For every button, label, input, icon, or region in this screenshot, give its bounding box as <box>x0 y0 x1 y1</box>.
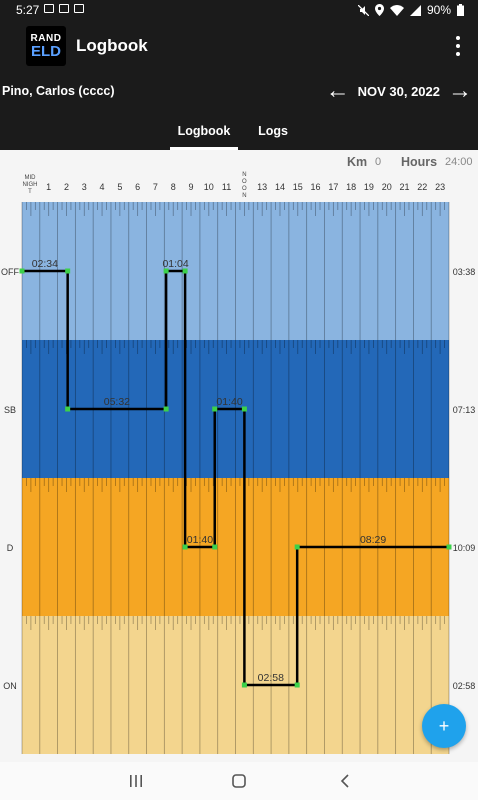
hour-label: 1 <box>46 182 51 192</box>
segment-end-point <box>65 268 71 274</box>
app-title: Logbook <box>76 36 148 55</box>
hour-label: 17 <box>328 182 338 192</box>
app-notification-icon <box>74 4 84 13</box>
segment-start-point <box>212 406 218 412</box>
sd-card-icon <box>59 4 69 13</box>
back-icon[interactable] <box>330 770 360 792</box>
status-bar: 5:27 90% <box>0 0 478 20</box>
app-logo: RAND ELD <box>26 26 66 66</box>
segment-end-point <box>294 682 300 688</box>
duty-segment-duration: 02:58 <box>258 672 284 684</box>
tab-logs[interactable]: Logs <box>258 124 288 138</box>
status-total: 10:09 <box>453 543 476 553</box>
app-bar: RAND ELD Logbook <box>0 20 478 76</box>
hour-label: 11 <box>222 182 231 192</box>
segment-start-point <box>182 544 188 550</box>
duty-segment-duration: 02:34 <box>32 258 58 270</box>
segment-start-point <box>241 682 247 688</box>
battery-percent: 90% <box>426 3 451 17</box>
duty-segment-duration: 08:29 <box>360 534 386 546</box>
battery-icon <box>457 4 464 16</box>
status-total: 02:58 <box>453 681 476 691</box>
logo-top-text: RAND <box>30 32 62 44</box>
driver-name: Pino, Carlos (cccc) <box>2 84 115 98</box>
wifi-icon <box>389 4 404 16</box>
logbook-header: Pino, Carlos (cccc) ← NOV 30, 2022 → Log… <box>0 76 478 150</box>
location-icon <box>374 4 384 16</box>
segment-start-point <box>163 268 169 274</box>
notification-icons <box>44 4 84 13</box>
system-navigation-bar <box>0 762 478 800</box>
status-label: D <box>7 543 14 553</box>
current-date: NOV 30, 2022 <box>357 83 440 99</box>
mute-icon <box>357 4 369 16</box>
status-right: 90% <box>357 3 464 17</box>
hour-label: 13 <box>257 182 267 192</box>
segment-end-point <box>163 406 169 412</box>
hour-label: 7 <box>153 182 158 192</box>
hour-label: 9 <box>189 182 194 192</box>
hour-label: 3 <box>82 182 87 192</box>
next-day-arrow-icon[interactable]: → <box>448 77 472 104</box>
add-event-button[interactable]: + <box>422 704 466 748</box>
status-band-off <box>22 202 449 340</box>
hours-value: 24:00 <box>445 156 473 168</box>
duty-segment-duration: 01:04 <box>162 258 188 270</box>
hour-label: 18 <box>346 182 356 192</box>
segment-start-point <box>19 268 25 274</box>
km-value: 0 <box>375 156 382 168</box>
hours-label: Hours <box>401 155 438 169</box>
hour-label: 2 <box>64 182 69 192</box>
recent-apps-icon[interactable] <box>121 770 151 792</box>
hour-label: 20 <box>382 182 392 192</box>
km-label: Km <box>347 155 368 169</box>
image-icon <box>44 4 54 13</box>
status-label: SB <box>4 405 16 415</box>
signal-icon <box>409 4 421 16</box>
segment-end-point <box>446 544 452 550</box>
hour-label: 21 <box>400 182 410 192</box>
hour-label: 14 <box>275 182 285 192</box>
duty-segment-duration: 01:40 <box>216 396 242 408</box>
tab-bar: Logbook Logs <box>0 122 478 150</box>
hour-label: 5 <box>117 182 122 192</box>
status-label: OFF <box>1 267 19 277</box>
segment-start-point <box>65 406 71 412</box>
duty-segment-duration: 01:40 <box>187 534 213 546</box>
segment-end-point <box>212 544 218 550</box>
hour-label: 23 <box>435 182 445 192</box>
status-total: 03:38 <box>453 267 476 277</box>
previous-day-arrow-icon[interactable]: ← <box>325 77 350 104</box>
hour-label: 22 <box>417 182 427 192</box>
hour-label: 16 <box>311 182 321 192</box>
segment-end-point <box>241 406 247 412</box>
overflow-menu-icon[interactable] <box>454 36 462 56</box>
hour-label: 8 <box>171 182 176 192</box>
hour-label: MID NIGH T <box>23 175 38 195</box>
duty-status-graph: MID NIGH T 1 2 3 4 5 6 7 8 9 10 11N O O N13 14 15 16 17 18 19 2… <box>1 172 476 754</box>
status-band-on <box>22 616 449 754</box>
tab-logbook[interactable]: Logbook <box>170 122 238 150</box>
home-icon[interactable] <box>224 770 254 792</box>
hour-label: 4 <box>100 182 105 192</box>
status-time: 5:27 <box>16 3 40 17</box>
hour-label: 15 <box>293 182 303 192</box>
duty-segment-duration: 05:32 <box>104 396 130 408</box>
logo-bottom-text: ELD <box>31 42 61 60</box>
hour-label: 6 <box>135 182 140 192</box>
daily-summary: Km 0 Hours 24:00 <box>0 152 478 172</box>
hour-label: 19 <box>364 182 374 192</box>
segment-end-point <box>182 268 188 274</box>
date-navigator: ← NOV 30, 2022 → <box>325 77 472 104</box>
status-total: 07:13 <box>453 405 476 415</box>
status-label: ON <box>3 681 17 691</box>
segment-start-point <box>294 544 300 550</box>
hour-label: 10 <box>204 182 214 192</box>
